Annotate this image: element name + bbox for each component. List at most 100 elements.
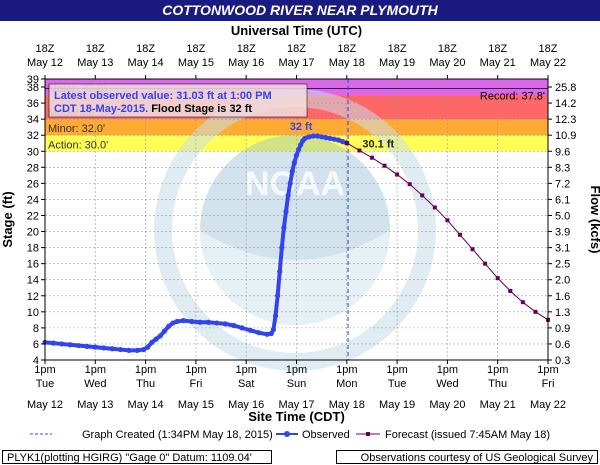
bottom-tick-time: 1pm [135, 364, 156, 376]
flood-band-label: Action: 30.0' [48, 139, 108, 151]
observed-point [289, 168, 295, 174]
observed-point [109, 346, 115, 352]
flow-tick-label: 5.0 [555, 210, 570, 222]
y-tick-label: 6 [33, 339, 39, 351]
flow-tick-label: 2.0 [555, 275, 570, 287]
observed-point [157, 333, 163, 339]
latest-value-box [48, 83, 308, 118]
y-tick-label: 32 [27, 130, 39, 142]
observed-point [126, 347, 132, 353]
observed-point [285, 192, 291, 199]
observed-point [197, 319, 203, 325]
record-label: Record: 37.8' [480, 91, 545, 103]
observed-point [256, 330, 262, 336]
observed-point [335, 137, 342, 143]
forecast-point [369, 155, 374, 160]
top-tick-date: May 21 [480, 57, 516, 69]
bottom-tick-time: 1pm [437, 364, 458, 376]
bottom-tick-date: May 19 [379, 399, 415, 411]
flow-tick-label: 7.2 [555, 178, 570, 190]
observed-point [287, 180, 293, 186]
flow-tick-label: 9.6 [555, 146, 570, 158]
top-tick-time: 18Z [86, 43, 105, 55]
observed-point [84, 343, 90, 349]
forecast-point [357, 148, 362, 153]
y-tick-label: 18 [27, 243, 39, 255]
y-tick-label: 20 [27, 227, 39, 239]
y-tick-label: 8 [33, 323, 39, 335]
forecast-start-label: 30.1 ft [362, 138, 394, 150]
top-tick-date: May 12 [27, 57, 63, 69]
y2-axis-title: Flow (kcfs) [588, 186, 600, 254]
flow-tick-label: 0.3 [555, 355, 570, 367]
y-tick-label: 14 [27, 275, 39, 287]
y-tick-label: 22 [27, 210, 39, 222]
bottom-tick-date: May 18 [329, 399, 365, 411]
top-tick-date: May 19 [379, 57, 415, 69]
bottom-tick-date: May 14 [128, 399, 164, 411]
observed-point [153, 336, 159, 342]
observed-point [319, 134, 325, 140]
bottom-tick-date: May 17 [278, 399, 314, 411]
flow-tick-label: 12.3 [555, 114, 576, 126]
bottom-tick-day: Thu [136, 378, 155, 390]
bottom-tick-time: 1pm [185, 364, 206, 376]
observed-point [264, 331, 270, 337]
observed-point [67, 342, 73, 348]
latest-value-line1: Latest observed value: 31.03 ft at 1:00 … [54, 90, 272, 102]
bottom-tick-day: Sun [287, 378, 307, 390]
bottom-tick-time: 1pm [34, 364, 55, 376]
flow-tick-label: 0.6 [555, 339, 570, 351]
top-tick-date: May 18 [329, 57, 365, 69]
crest-label: 32 ft [290, 121, 313, 133]
top-tick-date: May 14 [128, 57, 164, 69]
top-tick-time: 18Z [388, 43, 407, 55]
flow-tick-label: 0.9 [555, 323, 570, 335]
y-tick-label: 10 [27, 307, 39, 319]
y-tick-label: 30 [27, 146, 39, 158]
y-tick-label: 36 [27, 98, 39, 110]
observed-point [75, 342, 82, 349]
legend-forecast: Forecast (issued 7:45AM May 18) [385, 429, 550, 441]
observed-point [281, 224, 287, 231]
bottom-tick-time: 1pm [85, 364, 106, 376]
bottom-tick-day: Sat [238, 378, 255, 390]
observed-point [92, 344, 98, 350]
bottom-tick-day: Tue [388, 378, 407, 390]
flow-tick-label: 2.5 [555, 259, 570, 271]
top-tick-time: 18Z [36, 43, 55, 55]
observed-point [270, 326, 277, 333]
observed-point [293, 152, 300, 158]
observed-point [327, 135, 333, 142]
forecast-point [483, 261, 488, 266]
observed-point [272, 313, 279, 319]
y-tick-label: 24 [27, 194, 39, 206]
bottom-tick-time: 1pm [487, 364, 508, 376]
bottom-tick-time: 1pm [537, 364, 558, 376]
legend-graph-created: Graph Created (1:34PM May 18, 2015) [82, 429, 273, 441]
top-tick-date: May 13 [77, 57, 113, 69]
observed-point [140, 346, 147, 353]
observed-point [295, 147, 302, 153]
top-tick-time: 18Z [488, 43, 507, 55]
forecast-point [420, 193, 425, 198]
top-tick-date: May 20 [429, 57, 465, 69]
observed-point [268, 330, 274, 337]
bottom-tick-date: May 15 [178, 399, 214, 411]
observed-point [145, 344, 151, 350]
observed-point [149, 339, 155, 345]
observed-point [247, 327, 253, 333]
top-tick-time: 18Z [136, 43, 155, 55]
observed-point [180, 318, 186, 324]
flow-tick-label: 3.9 [555, 227, 570, 239]
observed-point [323, 135, 329, 141]
observed-point [117, 346, 124, 353]
top-tick-time: 18Z [287, 43, 306, 55]
top-tick-time: 18Z [237, 43, 256, 55]
bottom-tick-day: Fri [189, 378, 202, 390]
forecast-point [520, 300, 525, 305]
observed-point [306, 134, 312, 140]
bottom-tick-date: May 16 [228, 399, 264, 411]
latest-value-line2: CDT 18-May-2015. Flood Stage is 32 ft [54, 103, 252, 115]
top-tick-date: May 15 [178, 57, 214, 69]
